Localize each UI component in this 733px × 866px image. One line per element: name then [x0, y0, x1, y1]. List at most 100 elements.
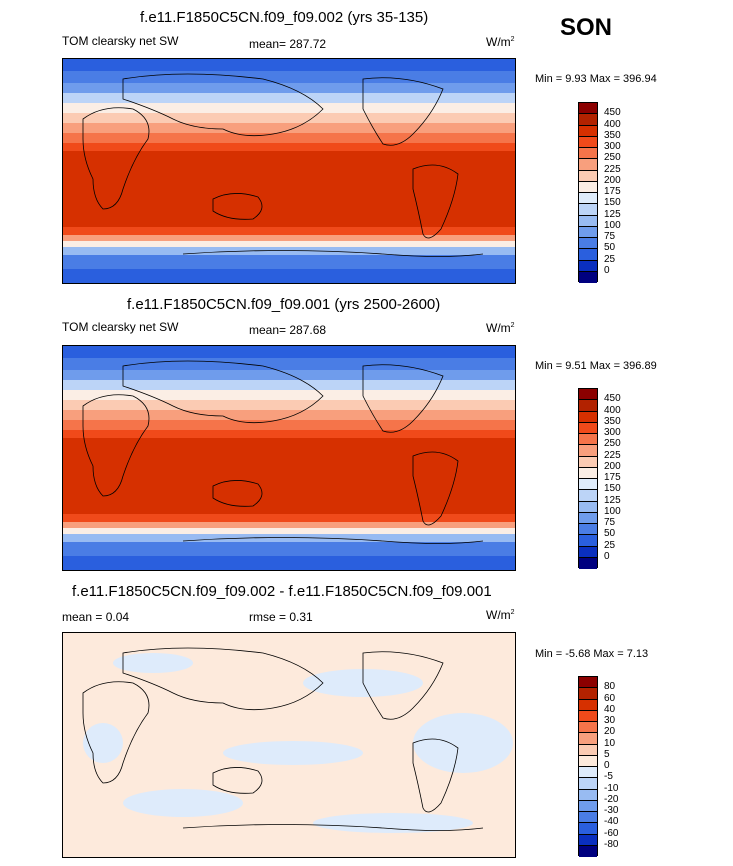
colorbar-swatch — [579, 789, 597, 801]
panel2-units: W/m2 — [486, 321, 515, 335]
colorbar-level-label: -30 — [604, 805, 619, 816]
panel1-mean-label: mean= 287.72 — [249, 37, 327, 51]
colorbar-swatch — [579, 490, 597, 502]
colorbar-level-label: 75 — [604, 231, 616, 242]
colorbar-level-label: 400 — [604, 118, 621, 130]
colorbar-level-label: 150 — [604, 483, 621, 495]
colorbar-swatch — [579, 136, 597, 148]
colorbar-level-label: 100 — [604, 219, 621, 231]
colorbar-level-label: -10 — [604, 782, 619, 794]
colorbar-swatch — [579, 546, 597, 558]
colorbar-swatch — [579, 159, 597, 171]
colorbar-swatch — [579, 103, 597, 115]
colorbar-swatch — [579, 411, 597, 423]
colorbar-level-label: 450 — [604, 107, 621, 119]
colorbar-level-label: 250 — [604, 438, 621, 450]
colorbar-level-label: 125 — [604, 494, 621, 506]
colorbar-swatch — [579, 722, 597, 734]
colorbar-swatch — [579, 557, 597, 569]
colorbar-swatch — [579, 479, 597, 491]
colorbar-swatch — [579, 501, 597, 513]
colorbar-level-label: 0 — [604, 264, 610, 276]
colorbar-swatch — [579, 181, 597, 193]
colorbar-swatch — [579, 271, 597, 283]
colorbar-level-label: 0 — [604, 760, 610, 771]
colorbar-swatch — [579, 733, 597, 745]
colorbar-level-label: 10 — [604, 737, 616, 749]
colorbar-level-label: 300 — [604, 141, 621, 152]
colorbar-level-label: 25 — [604, 539, 616, 551]
panel3-map — [62, 632, 516, 858]
colorbar-swatch — [579, 400, 597, 412]
colorbar-level-label: 225 — [604, 449, 621, 461]
colorbar-swatch — [579, 845, 597, 857]
colorbar-swatch — [579, 434, 597, 446]
panel1-title: f.e11.F1850C5CN.f09_f09.002 (yrs 35-135) — [140, 9, 429, 26]
panel3-title: f.e11.F1850C5CN.f09_f09.002 - f.e11.F185… — [72, 583, 492, 600]
colorbar-level-label: 175 — [604, 186, 621, 197]
panel2-map — [62, 345, 516, 571]
colorbar-swatch — [579, 260, 597, 272]
colorbar-swatch — [579, 114, 597, 126]
panel3-rmse-label: rmse = 0.31 — [249, 610, 313, 624]
colorbar-level-label: 175 — [604, 472, 621, 483]
season-label: SON — [560, 14, 613, 41]
colorbar-level-label: 300 — [604, 427, 621, 438]
colorbar-level-label: -60 — [604, 827, 619, 839]
colorbar-level-label: 200 — [604, 174, 621, 186]
colorbar-swatch — [579, 193, 597, 205]
colorbar-level-label: 50 — [604, 528, 616, 540]
colorbar-level-label: 125 — [604, 208, 621, 220]
colorbar-swatch — [579, 524, 597, 536]
panel2-colorbar — [578, 388, 598, 569]
colorbar-swatch — [579, 677, 597, 689]
colorbar-swatch — [579, 767, 597, 779]
panel1-map — [62, 58, 516, 284]
panel3-units: W/m2 — [486, 608, 515, 622]
colorbar-level-label: 400 — [604, 404, 621, 416]
colorbar-level-label: 250 — [604, 152, 621, 164]
colorbar-level-label: 150 — [604, 197, 621, 209]
colorbar-swatch — [579, 445, 597, 457]
panel1-units: W/m2 — [486, 35, 515, 49]
colorbar-swatch — [579, 812, 597, 824]
panel1-variable-label: TOM clearsky net SW — [62, 34, 179, 48]
colorbar-level-label: 225 — [604, 163, 621, 175]
colorbar-level-label: 350 — [604, 129, 621, 141]
colorbar-level-label: 5 — [604, 748, 610, 760]
colorbar-level-label: -80 — [604, 838, 619, 850]
colorbar-swatch — [579, 238, 597, 250]
colorbar-swatch — [579, 688, 597, 700]
colorbar-swatch — [579, 755, 597, 767]
colorbar-swatch — [579, 800, 597, 812]
colorbar-level-label: 60 — [604, 692, 616, 704]
panel1-minmax: Min = 9.93 Max = 396.94 — [535, 73, 657, 85]
colorbar-level-label: 200 — [604, 460, 621, 472]
panel2-minmax: Min = 9.51 Max = 396.89 — [535, 360, 657, 372]
colorbar-swatch — [579, 710, 597, 722]
colorbar-swatch — [579, 125, 597, 137]
colorbar-swatch — [579, 467, 597, 479]
colorbar-level-label: -5 — [604, 771, 613, 783]
colorbar-swatch — [579, 204, 597, 216]
colorbar-swatch — [579, 148, 597, 160]
colorbar-swatch — [579, 456, 597, 468]
colorbar-level-label: 0 — [604, 550, 610, 562]
colorbar-swatch — [579, 834, 597, 846]
colorbar-swatch — [579, 699, 597, 711]
panel3-minmax: Min = -5.68 Max = 7.13 — [535, 648, 649, 660]
colorbar-level-label: 80 — [604, 681, 616, 693]
colorbar-swatch — [579, 170, 597, 182]
colorbar-level-label: 350 — [604, 415, 621, 427]
colorbar-swatch — [579, 535, 597, 547]
colorbar-swatch — [579, 744, 597, 756]
colorbar-swatch — [579, 512, 597, 524]
colorbar-level-label: 50 — [604, 242, 616, 254]
colorbar-swatch — [579, 422, 597, 434]
colorbar-swatch — [579, 389, 597, 401]
colorbar-level-label: 40 — [604, 703, 616, 715]
colorbar-level-label: 20 — [604, 726, 616, 738]
colorbar-level-label: 30 — [604, 715, 616, 726]
colorbar-level-label: -20 — [604, 793, 619, 805]
panel2-variable-label: TOM clearsky net SW — [62, 320, 179, 334]
